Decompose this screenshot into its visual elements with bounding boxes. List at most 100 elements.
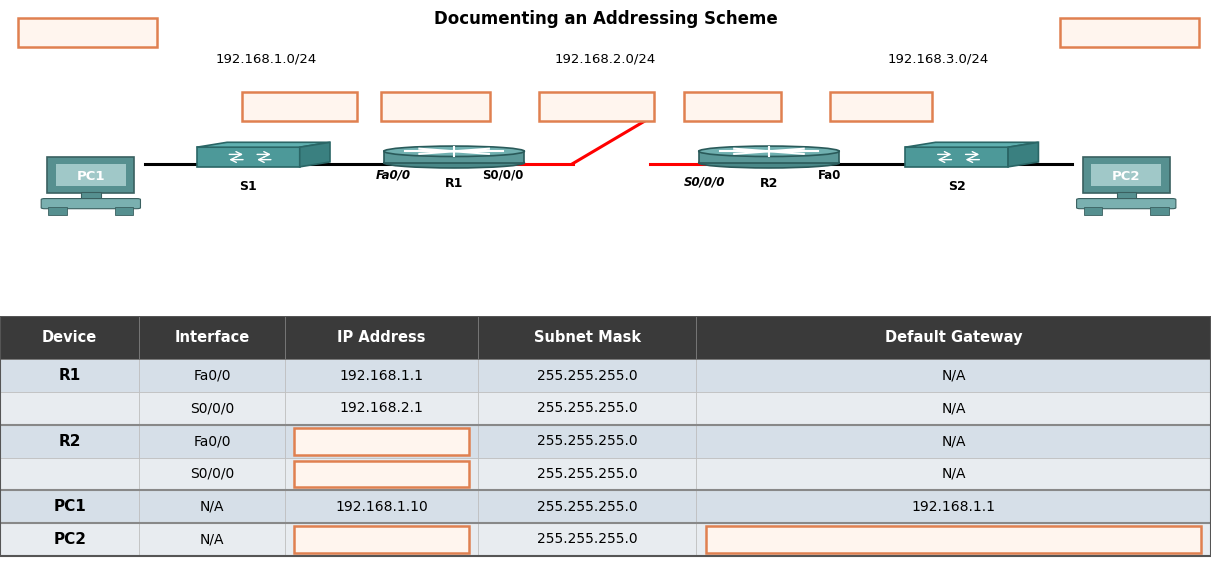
Text: 255.255.255.0: 255.255.255.0	[536, 369, 638, 382]
Bar	[696, 523, 1211, 556]
Bar	[285, 457, 478, 490]
Bar	[56, 164, 126, 187]
Text: N/A: N/A	[941, 402, 966, 416]
Bar	[47, 157, 134, 193]
Text: 192.168.1.1: 192.168.1.1	[912, 500, 995, 514]
Text: R1: R1	[444, 178, 464, 191]
Bar	[684, 91, 781, 121]
Ellipse shape	[699, 146, 839, 157]
Bar	[0, 490, 139, 523]
Bar	[830, 91, 932, 121]
Bar	[478, 457, 696, 490]
Bar	[478, 359, 696, 392]
Text: Fa0/0: Fa0/0	[377, 169, 411, 182]
Bar	[1117, 192, 1136, 200]
Text: S0/0/0: S0/0/0	[684, 175, 725, 188]
Text: N/A: N/A	[200, 500, 224, 514]
Bar	[0, 523, 139, 556]
FancyBboxPatch shape	[41, 199, 140, 209]
Bar	[285, 316, 478, 359]
Bar	[139, 316, 285, 359]
Bar	[699, 151, 839, 163]
Bar	[242, 91, 357, 121]
Text: 192.168.3.0/24: 192.168.3.0/24	[888, 52, 989, 65]
Ellipse shape	[699, 157, 839, 168]
Bar	[696, 425, 1211, 457]
Polygon shape	[196, 142, 329, 147]
Text: PC1: PC1	[76, 170, 105, 183]
Text: 192.168.1.10: 192.168.1.10	[335, 500, 427, 514]
FancyBboxPatch shape	[1077, 199, 1176, 209]
Text: N/A: N/A	[941, 467, 966, 481]
Bar	[696, 457, 1211, 490]
Text: Subnet Mask: Subnet Mask	[534, 330, 641, 345]
Text: Interface: Interface	[174, 330, 249, 345]
Bar	[294, 461, 469, 487]
Text: Fa0/0: Fa0/0	[194, 434, 230, 448]
Bar	[478, 392, 696, 425]
Bar	[696, 359, 1211, 392]
Bar	[18, 18, 157, 47]
Text: 255.255.255.0: 255.255.255.0	[536, 402, 638, 416]
Text: S0/0/0: S0/0/0	[482, 169, 523, 182]
Bar	[285, 490, 478, 523]
Text: 192.168.1.0/24: 192.168.1.0/24	[216, 52, 317, 65]
Bar	[1091, 164, 1161, 187]
Bar	[48, 208, 67, 215]
Text: N/A: N/A	[941, 434, 966, 448]
Bar	[381, 91, 490, 121]
Polygon shape	[300, 142, 329, 167]
Bar	[478, 425, 696, 457]
Bar	[696, 392, 1211, 425]
Text: 255.255.255.0: 255.255.255.0	[536, 500, 638, 514]
Bar	[1060, 18, 1199, 47]
Text: S1: S1	[240, 180, 257, 193]
Bar	[139, 425, 285, 457]
Bar	[478, 523, 696, 556]
Text: 192.168.1.1: 192.168.1.1	[339, 369, 424, 382]
Text: R1: R1	[58, 368, 81, 383]
Bar	[285, 425, 478, 457]
Text: S2: S2	[948, 180, 965, 193]
Text: Fa0: Fa0	[817, 169, 842, 182]
Text: S0/0/0: S0/0/0	[190, 402, 234, 416]
Bar	[285, 392, 478, 425]
Polygon shape	[1008, 142, 1039, 167]
Bar	[696, 316, 1211, 359]
Bar	[1083, 157, 1170, 193]
Bar	[478, 490, 696, 523]
Text: PC2: PC2	[1112, 170, 1141, 183]
Bar	[696, 490, 1211, 523]
Bar	[115, 208, 133, 215]
Bar	[196, 147, 299, 167]
Text: 255.255.255.0: 255.255.255.0	[536, 532, 638, 547]
Bar	[294, 428, 469, 455]
Text: Documenting an Addressing Scheme: Documenting an Addressing Scheme	[434, 10, 777, 28]
Bar	[81, 192, 101, 200]
Polygon shape	[906, 142, 1039, 147]
Bar	[906, 147, 1008, 167]
Bar	[139, 490, 285, 523]
Bar	[139, 359, 285, 392]
Text: N/A: N/A	[941, 369, 966, 382]
Text: 192.168.2.1: 192.168.2.1	[339, 402, 424, 416]
Bar	[1084, 208, 1102, 215]
Text: R2: R2	[759, 178, 779, 191]
Bar	[139, 457, 285, 490]
Ellipse shape	[384, 146, 524, 157]
Bar	[285, 359, 478, 392]
Bar	[706, 526, 1201, 553]
Ellipse shape	[384, 157, 524, 168]
Bar	[139, 392, 285, 425]
Bar	[384, 151, 524, 163]
Text: N/A: N/A	[200, 532, 224, 547]
Text: 255.255.255.0: 255.255.255.0	[536, 467, 638, 481]
Bar	[478, 316, 696, 359]
Text: IP Address: IP Address	[337, 330, 426, 345]
Text: 192.168.2.0/24: 192.168.2.0/24	[555, 52, 656, 65]
Bar	[0, 457, 139, 490]
Bar	[0, 359, 139, 392]
Text: 255.255.255.0: 255.255.255.0	[536, 434, 638, 448]
Text: Fa0/0: Fa0/0	[194, 369, 230, 382]
Bar	[0, 392, 139, 425]
